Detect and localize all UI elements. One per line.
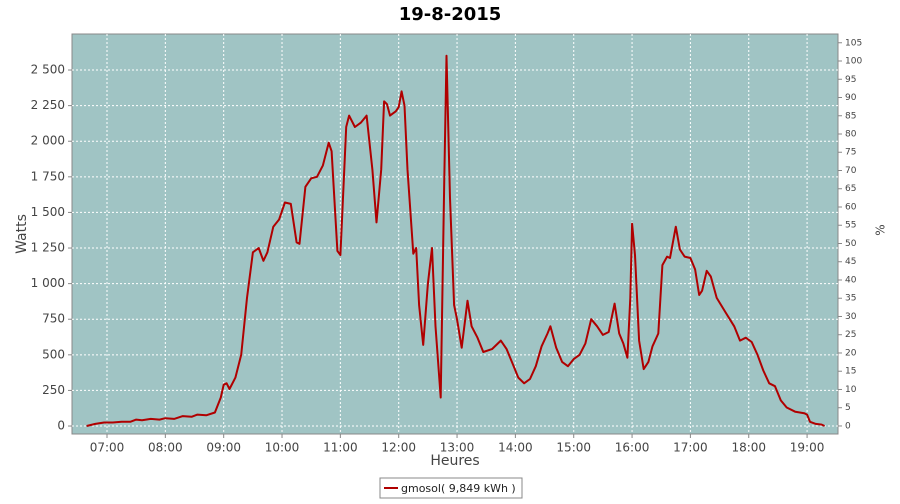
y-tick-label: 250 <box>42 383 65 397</box>
y2-tick-label: 70 <box>845 166 857 176</box>
y2-tick-label: 0 <box>845 421 851 431</box>
y-tick-label: 750 <box>42 312 65 326</box>
y2-tick-label: 65 <box>845 184 856 194</box>
y2-tick-label: 75 <box>845 148 856 158</box>
y-tick-label: 1 750 <box>31 169 65 183</box>
y2-tick-label: 45 <box>845 257 856 267</box>
x-tick-label: 16:00 <box>615 441 650 455</box>
x-tick-label: 18:00 <box>731 441 766 455</box>
y2-tick-label: 90 <box>845 93 857 103</box>
y2-tick-label: 55 <box>845 221 856 231</box>
y2-tick-label: 50 <box>845 239 857 249</box>
y2-tick-label: 25 <box>845 330 856 340</box>
x-tick-label: 13:00 <box>440 441 475 455</box>
y2-tick-label: 20 <box>845 348 857 358</box>
y2-tick-label: 15 <box>845 367 856 377</box>
plot-area <box>71 33 839 435</box>
y2-tick-label: 105 <box>845 38 862 48</box>
x-axis-title: Heures <box>430 453 479 469</box>
y2-tick-label: 35 <box>845 294 856 304</box>
y-tick-label: 1 000 <box>31 276 65 290</box>
x-tick-label: 08:00 <box>148 441 183 455</box>
x-tick-label: 09:00 <box>206 441 241 455</box>
y-tick-label: 1 500 <box>31 205 65 219</box>
y2-tick-label: 10 <box>845 385 857 395</box>
data-line <box>86 54 826 427</box>
y2-tick-label: 95 <box>845 75 856 85</box>
y2-tick-label: 30 <box>845 312 857 322</box>
y-tick-label: 2 000 <box>31 134 65 148</box>
y-tick-label: 2 250 <box>31 98 65 112</box>
x-tick-label: 07:00 <box>90 441 125 455</box>
legend-label: gmosol( 9,849 kWh ) <box>401 482 516 495</box>
y2-tick-label: 85 <box>845 111 856 121</box>
y2-tick-label: 40 <box>845 275 857 285</box>
y-axis-title: Watts <box>14 214 30 254</box>
y2-tick-label: 100 <box>845 57 862 67</box>
y-tick-label: 500 <box>42 347 65 361</box>
y2-tick-label: 80 <box>845 130 857 140</box>
x-tick-label: 11:00 <box>323 441 358 455</box>
x-tick-label: 15:00 <box>556 441 591 455</box>
y2-tick-label: 5 <box>845 403 851 413</box>
y-tick-label: 0 <box>57 419 65 433</box>
y2-axis-title: % <box>874 224 888 235</box>
legend-box <box>379 477 523 499</box>
y-tick-label: 2 500 <box>31 63 65 77</box>
y2-tick-label: 60 <box>845 202 857 212</box>
y-tick-label: 1 250 <box>31 241 65 255</box>
x-tick-label: 19:00 <box>790 441 825 455</box>
x-tick-label: 14:00 <box>498 441 533 455</box>
chart-title: 19-8-2015 <box>399 4 502 25</box>
x-tick-label: 12:00 <box>381 441 416 455</box>
x-tick-label: 17:00 <box>673 441 708 455</box>
x-tick-label: 10:00 <box>265 441 300 455</box>
